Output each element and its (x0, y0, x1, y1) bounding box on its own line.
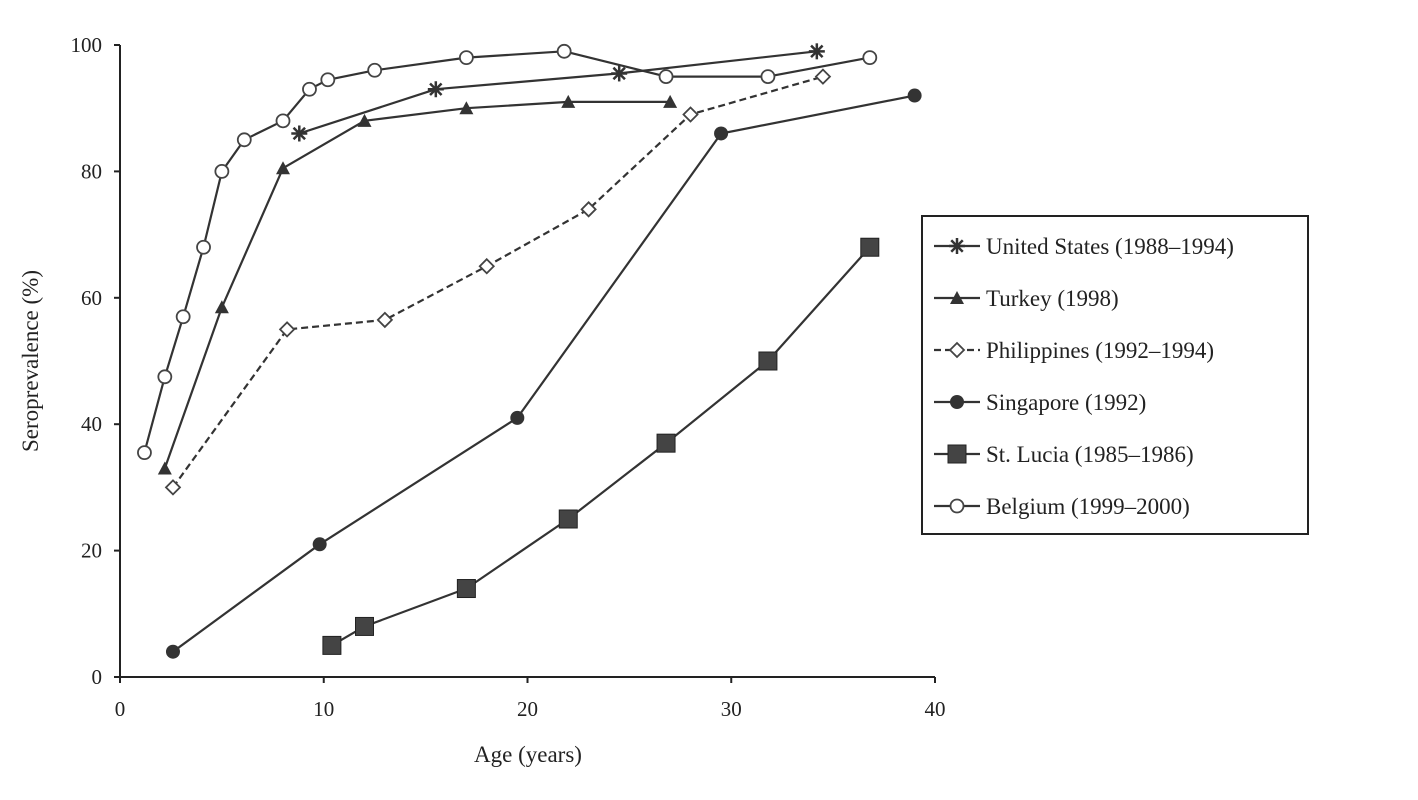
series-line (331, 246, 871, 647)
data-point (427, 81, 444, 98)
legend-marker (950, 395, 964, 409)
data-point (137, 445, 152, 461)
legend-entry: Philippines (1992–1994) (934, 338, 1214, 363)
y-tick-label: 80 (81, 159, 102, 183)
series-line (172, 94, 915, 653)
data-point (214, 163, 230, 179)
data-point (236, 132, 252, 148)
y-tick-label: 0 (92, 665, 103, 689)
y-axis-label: Seroprevalence (%) (18, 270, 43, 452)
data-point (164, 479, 182, 496)
legend-entry: Singapore (1992) (934, 390, 1146, 415)
series-line (298, 50, 817, 135)
x-tick-label: 30 (721, 697, 742, 721)
data-point (611, 65, 628, 82)
data-point (458, 50, 474, 66)
legend-marker (947, 444, 967, 464)
series-open-diamond (164, 68, 832, 496)
data-point (558, 509, 578, 529)
y-tick-label: 100 (71, 33, 103, 57)
legend-entry: United States (1988–1994) (934, 234, 1234, 259)
legend-entry: St. Lucia (1985–1986) (934, 442, 1194, 467)
legend-marker (948, 341, 966, 359)
series-star (291, 43, 825, 142)
legend-label: Belgium (1999–2000) (986, 494, 1190, 519)
legend-marker (949, 498, 965, 514)
y-tick-label: 60 (81, 286, 102, 310)
data-point (312, 537, 327, 552)
legend-label: Philippines (1992–1994) (986, 338, 1214, 363)
data-point (214, 300, 229, 314)
x-tick-label: 10 (313, 697, 334, 721)
data-point (658, 69, 674, 84)
data-point (276, 161, 290, 175)
x-tick-label: 20 (517, 697, 538, 721)
data-point (663, 94, 678, 108)
legend-label: Singapore (1992) (986, 390, 1146, 415)
series-line (163, 100, 671, 469)
axis-ticks: 0 10 20 30 40 0 20 40 60 80 100 (71, 33, 946, 721)
data-point (320, 72, 336, 88)
data-point (561, 94, 576, 108)
series-layer (137, 43, 922, 659)
data-point (556, 43, 572, 59)
legend-marker (950, 291, 964, 304)
series-triangle (157, 94, 678, 475)
data-point (510, 410, 525, 425)
data-point (322, 635, 342, 655)
data-point (165, 644, 180, 659)
data-point (357, 113, 372, 127)
data-point (302, 81, 317, 97)
series-line (143, 50, 871, 453)
data-point (459, 101, 474, 115)
data-point (157, 461, 172, 475)
series-open-circle (137, 43, 878, 461)
legend-label: United States (1988–1994) (986, 234, 1234, 259)
data-point (682, 106, 699, 123)
data-point (862, 50, 878, 66)
data-point (291, 125, 308, 142)
data-point (860, 237, 880, 257)
legend-box (921, 215, 1309, 535)
y-tick-label: 20 (81, 539, 102, 563)
data-point (196, 239, 211, 255)
data-point (478, 257, 496, 275)
data-point (814, 68, 832, 85)
data-point (656, 433, 676, 453)
data-point (758, 351, 778, 371)
series-filled-square (322, 237, 880, 655)
data-point (580, 201, 597, 218)
data-point (157, 369, 173, 385)
data-point (456, 579, 476, 599)
data-point (278, 321, 296, 338)
data-point (760, 69, 776, 84)
legend-label: St. Lucia (1985–1986) (986, 442, 1194, 467)
data-point (376, 311, 394, 329)
data-point (275, 113, 291, 129)
data-point (355, 616, 374, 636)
x-axis-label: Age (years) (474, 742, 582, 767)
data-point (907, 88, 922, 103)
data-point (367, 62, 383, 78)
data-point (714, 126, 729, 141)
x-tick-label: 0 (115, 697, 126, 721)
series-filled-circle (165, 88, 922, 659)
legend-entry: Belgium (1999–2000) (934, 494, 1190, 519)
legend-entry: Turkey (1998) (934, 286, 1119, 311)
legend-marker (949, 238, 965, 254)
data-point (808, 43, 825, 60)
legend-label: Turkey (1998) (986, 286, 1119, 311)
x-tick-label: 40 (925, 697, 946, 721)
legend: United States (1988–1994) Turkey (1998) Ph… (934, 234, 1234, 519)
data-point (175, 309, 191, 325)
y-tick-label: 40 (81, 412, 102, 436)
